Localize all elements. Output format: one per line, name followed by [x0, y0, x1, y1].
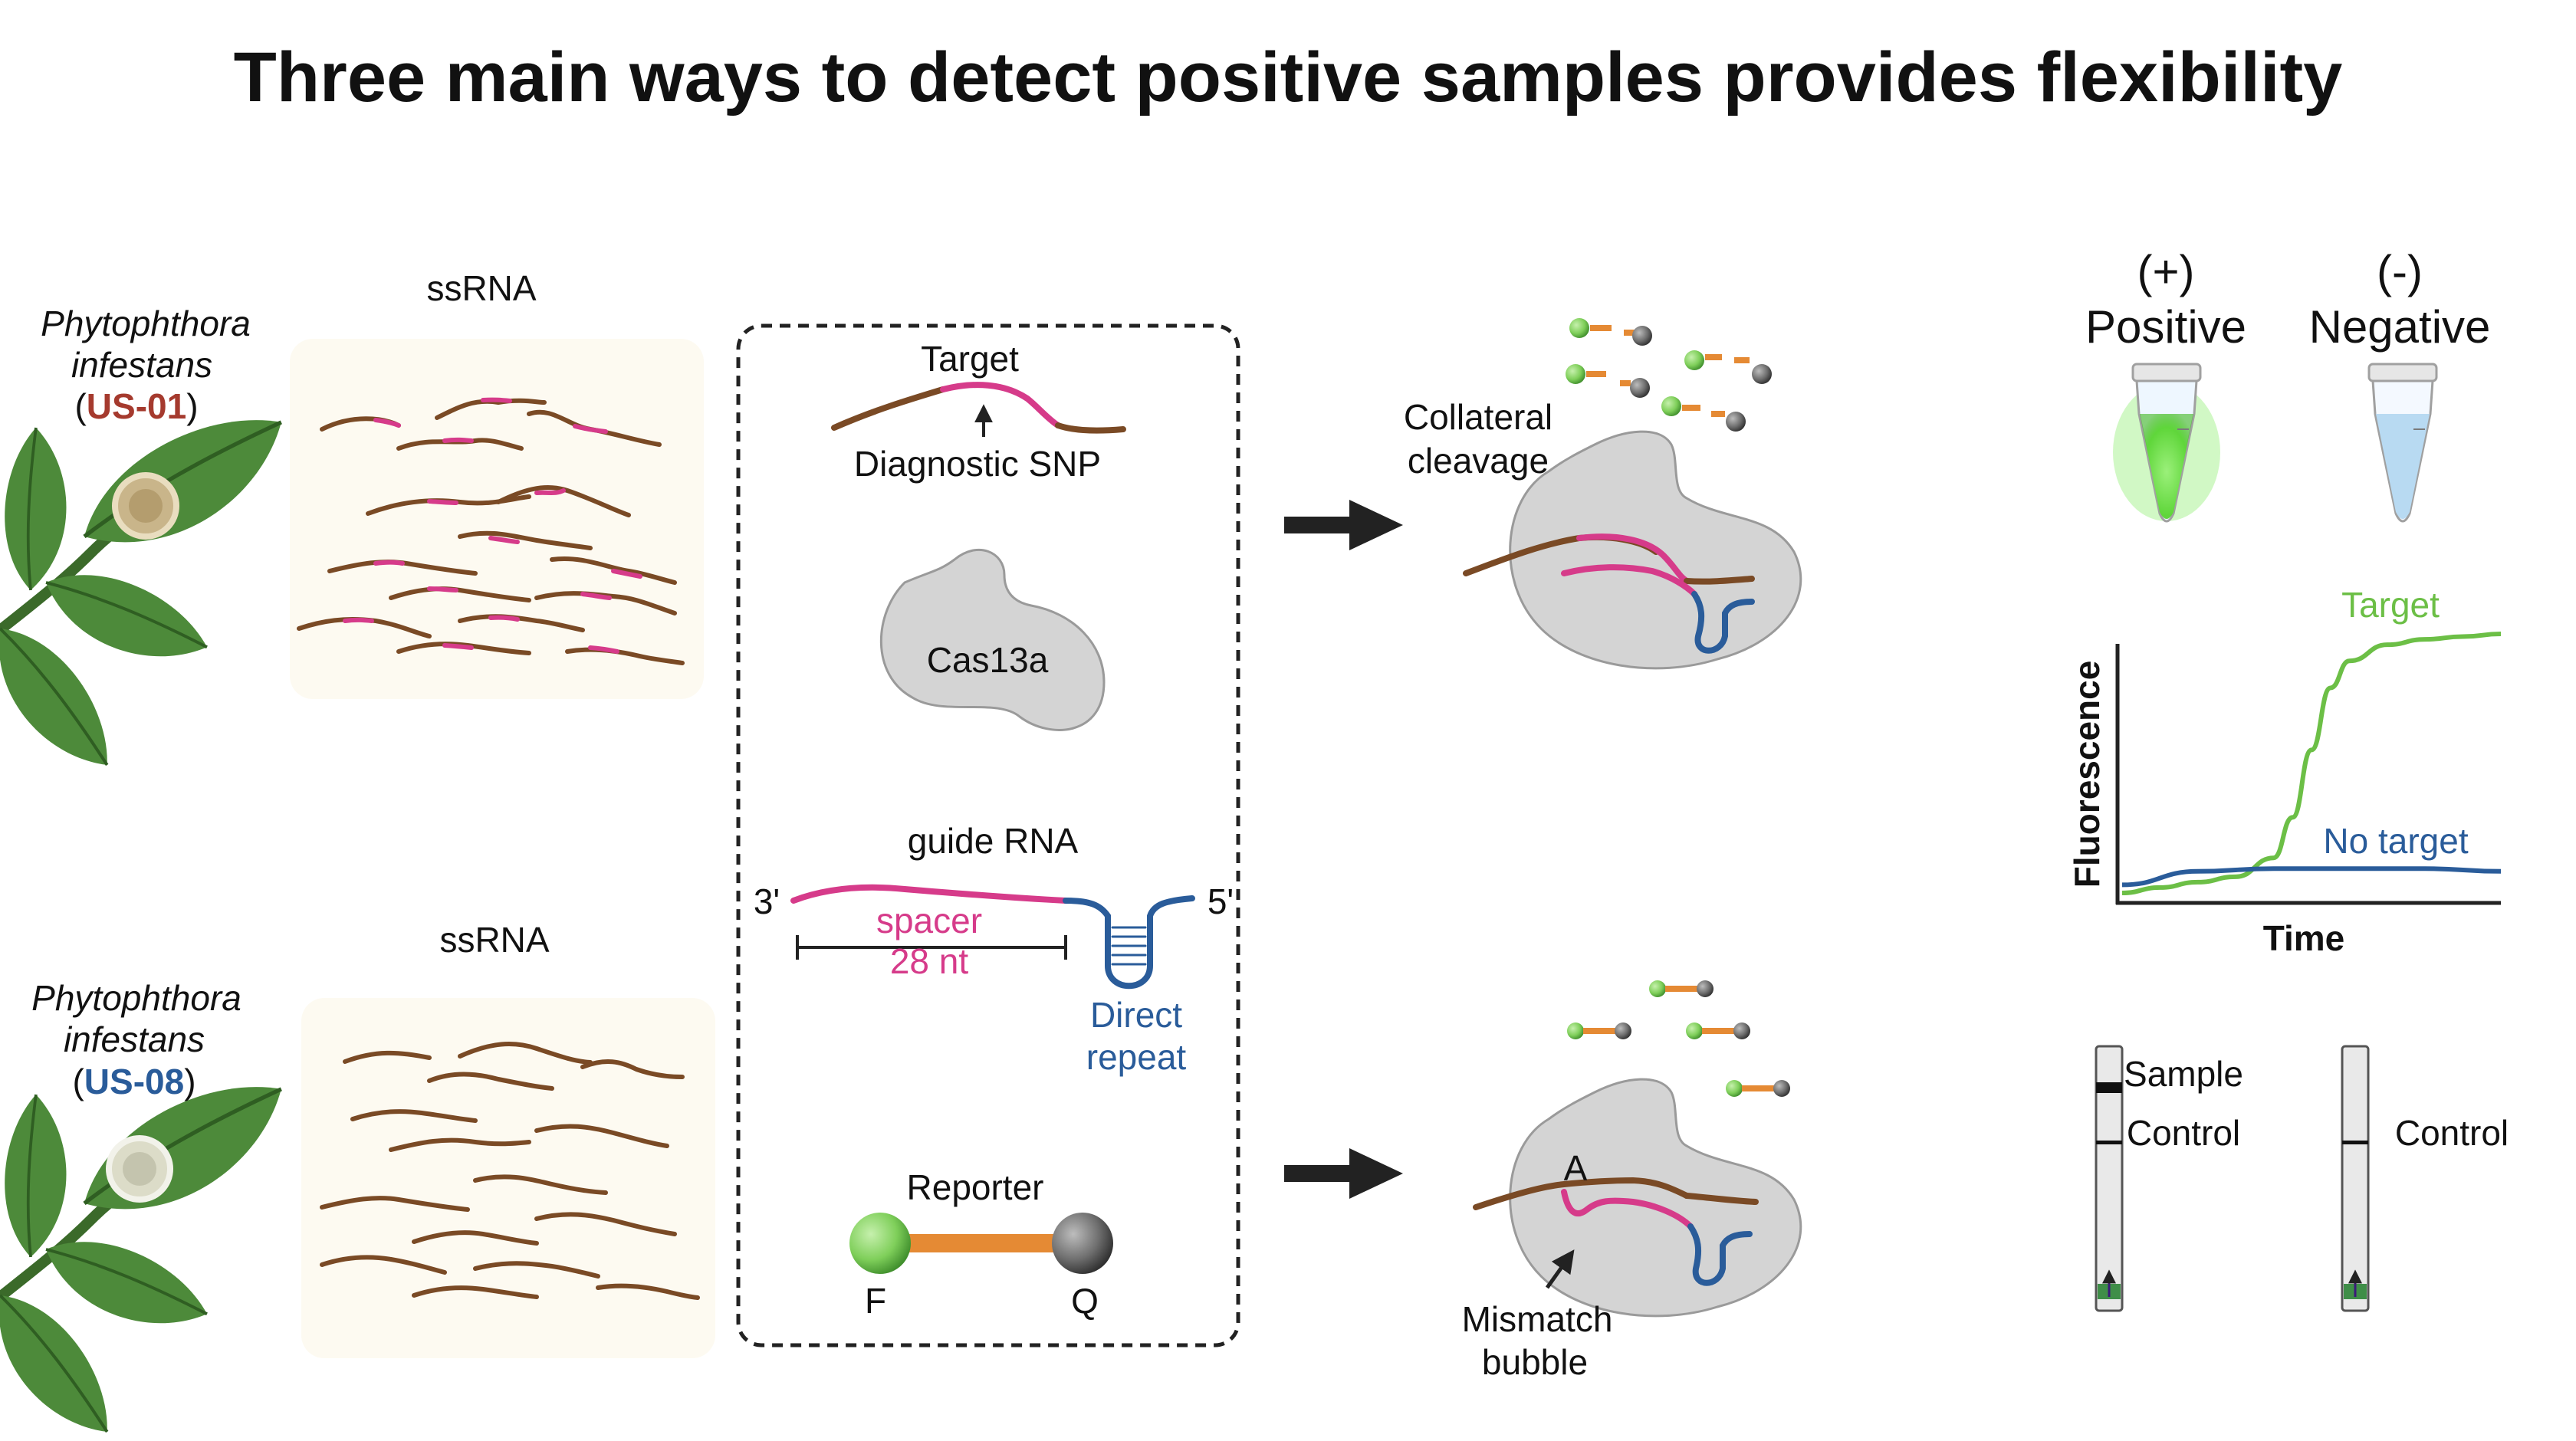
- cas13a-complex-bottom: [1509, 1078, 1802, 1318]
- cas13a-label: Cas13a: [927, 640, 1049, 680]
- potato-leaf-illustration: [0, 399, 305, 789]
- collateral-label-1: Collateral: [1404, 397, 1552, 437]
- guide-rna-label: guide RNA: [908, 821, 1079, 861]
- mismatch-arrow: [1545, 1249, 1575, 1289]
- mismatch-label-1: Mismatch: [1462, 1299, 1613, 1339]
- guide-rna: [790, 884, 1195, 990]
- page-title: Three main ways to detect positive sampl…: [234, 38, 2343, 117]
- fluorophore-label: F: [865, 1281, 886, 1321]
- control-band: [2096, 1141, 2122, 1144]
- spacer-label: spacer: [876, 901, 982, 940]
- strain-label: (US-08): [72, 1062, 196, 1101]
- organism-name-line1: Phytophthora: [41, 304, 251, 343]
- positive-tube: [2113, 363, 2220, 523]
- five-prime-label: 5': [1208, 881, 1234, 921]
- positive-sign: (+): [2137, 246, 2195, 297]
- spacer-length-bracket: [796, 935, 1067, 960]
- fluorescence-chart: Fluorescence Time Target No target: [2067, 585, 2502, 958]
- reporter-label: Reporter: [907, 1167, 1044, 1207]
- sample-band: [2096, 1082, 2122, 1093]
- series-label-target: Target: [2341, 585, 2440, 625]
- mismatch-outcome: A Mismatch bubble: [1462, 980, 1802, 1382]
- y-axis-label: Fluorescence: [2067, 661, 2107, 888]
- direct-repeat-label-1: Direct: [1090, 995, 1182, 1035]
- strain-us01: US-01: [87, 386, 186, 426]
- strain-label: (US-01): [74, 386, 198, 426]
- target-rna: [831, 382, 1126, 434]
- mismatch-base-label: A: [1564, 1148, 1588, 1188]
- collateral-label-2: cleavage: [1408, 441, 1549, 481]
- process-arrow-top: [1284, 500, 1403, 550]
- diagnostic-snp-label: Diagnostic SNP: [854, 444, 1101, 484]
- ssrna-label: ssRNA: [439, 920, 549, 960]
- series-label-no-target: No target: [2323, 821, 2468, 861]
- negative-sign: (-): [2377, 246, 2423, 297]
- negative-tube: [2367, 363, 2438, 523]
- mismatch-label-2: bubble: [1482, 1342, 1588, 1382]
- direct-repeat-label-2: repeat: [1086, 1037, 1187, 1077]
- organism-name-line2: infestans: [64, 1019, 205, 1059]
- cleaved-reporters: [1566, 318, 1772, 432]
- fluorophore-sphere: [849, 1213, 911, 1274]
- negative-label: Negative: [2309, 301, 2491, 353]
- reporter-molecule: [849, 1213, 1113, 1274]
- ssrna-label: ssRNA: [426, 268, 536, 308]
- intact-reporters: [1567, 980, 1790, 1097]
- quencher-label: Q: [1071, 1281, 1099, 1321]
- three-prime-label: 3': [754, 881, 780, 921]
- series-line-target: [2121, 632, 2502, 895]
- process-arrow-bottom: [1284, 1148, 1403, 1199]
- lateral-flow-strip-negative: Control: [2341, 1045, 2509, 1312]
- organism-name-line1: Phytophthora: [31, 978, 242, 1018]
- control-band-label: Control: [2395, 1113, 2509, 1153]
- quencher-sphere: [1052, 1213, 1113, 1274]
- spacer-length-label: 28 nt: [890, 941, 969, 981]
- sample-band-label: Sample: [2124, 1054, 2243, 1094]
- tube-readout: (+) Positive (-) Negative: [2085, 246, 2491, 523]
- target-label: Target: [921, 339, 1019, 379]
- x-axis-label: Time: [2263, 918, 2345, 958]
- rna-pool-us01: [290, 339, 704, 699]
- cas13a-protein: Cas13a: [879, 548, 1106, 731]
- strain-us08: US-08: [84, 1062, 184, 1101]
- positive-label: Positive: [2085, 301, 2246, 353]
- lateral-flow-strip-positive: Sample Control: [2095, 1045, 2243, 1312]
- control-band-label: Control: [2127, 1113, 2240, 1153]
- collateral-cleavage-outcome: Collateral cleavage: [1404, 318, 1802, 670]
- series-line-no-target: [2121, 866, 2502, 888]
- potato-leaf-illustration: [0, 1066, 305, 1441]
- organism-name-line2: infestans: [71, 345, 212, 385]
- sample-us01: Phytophthora infestans (US-01) ssRNA: [0, 268, 704, 789]
- sample-us08: Phytophthora infestans (US-08) ssRNA: [0, 920, 715, 1441]
- control-band: [2342, 1141, 2368, 1144]
- reaction-components-box: Target Diagnostic SNP Cas13a guide RNA 3…: [736, 323, 1240, 1347]
- rna-pool-us08: [301, 998, 715, 1358]
